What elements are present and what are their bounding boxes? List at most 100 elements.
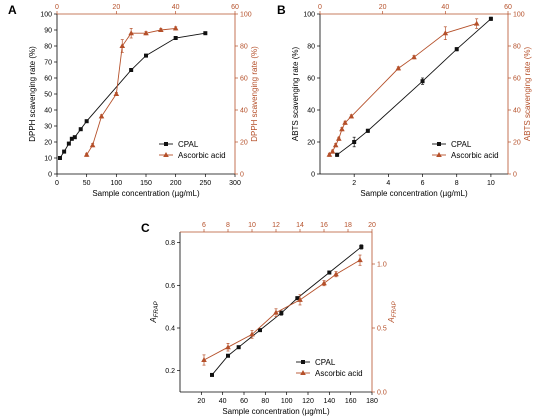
data-point: [295, 296, 300, 301]
x-tick-label: 150: [140, 180, 152, 187]
data-point: [172, 25, 179, 31]
data-point: [158, 27, 164, 32]
y-tick-label: 0: [48, 172, 52, 179]
x-tick-label: 4: [386, 180, 390, 187]
legend: CPAL Ascorbic acid: [432, 140, 499, 160]
y2-tick-label: 80: [240, 44, 248, 51]
series-line: [329, 23, 477, 156]
y-tick-label: 30: [44, 124, 52, 131]
data-point: [236, 345, 241, 350]
x-axis-label: Sample concentration (µg/mL): [360, 189, 468, 198]
data-point: [420, 79, 425, 84]
y-tick-label: 60: [307, 76, 315, 83]
data-point: [98, 113, 105, 119]
x-tick-label: 8: [455, 180, 459, 187]
data-point: [395, 65, 402, 71]
data-point: [129, 68, 134, 72]
y2-axis-label: DPPH scavenging rate (%): [250, 46, 259, 142]
x-axis-label: Sample concentration (µg/mL): [222, 407, 330, 416]
y-tick-label: 70: [44, 60, 52, 67]
data-point: [203, 31, 208, 36]
data-point: [336, 135, 342, 141]
x-tick-label: 300: [229, 180, 241, 187]
y-axis-label-main: A: [149, 317, 158, 323]
y-tick-label: 80: [44, 44, 52, 51]
x2-tick-label: 20: [379, 4, 387, 11]
x-tick-label: 250: [199, 180, 211, 187]
y2-tick-label: 100: [240, 12, 252, 19]
chart-panel-A: A0 50 100 150 200 250 300010203040506070809010…: [8, 3, 259, 198]
x-tick-label: 6: [421, 180, 425, 187]
legend-label: Ascorbic acid: [315, 369, 363, 378]
x2-tick-label: 14: [296, 222, 304, 229]
data-point: [488, 16, 493, 21]
x-tick-label: 40: [219, 398, 227, 405]
y-tick-label: 50: [44, 92, 52, 99]
data-point: [359, 244, 364, 249]
data-point: [69, 136, 74, 141]
legend-label: Ascorbic acid: [178, 151, 226, 160]
legend-marker: [164, 142, 168, 146]
x-tick-label: 160: [345, 398, 357, 405]
data-point: [339, 126, 345, 132]
x-tick-label: 100: [281, 398, 293, 405]
data-point: [333, 271, 339, 277]
x2-tick-label: 18: [344, 222, 352, 229]
data-point: [113, 91, 120, 96]
y2-tick-label: 80: [513, 44, 521, 51]
y2-axis-label-sub: FRAP: [392, 301, 398, 317]
y2-axis-label: ABTS scavenging rate (%): [523, 47, 532, 142]
panel-label: B: [277, 3, 286, 17]
series-cpal: [210, 244, 364, 377]
y-tick-label: 0: [311, 172, 315, 179]
legend-label: CPAL: [315, 358, 336, 367]
x2-tick-label: 60: [231, 4, 239, 11]
chart-panel-C: C 20 40 60 80 100 120 140 160 180 0.2 0.4 0.6 0.8 6 8 10…: [141, 221, 398, 416]
y2-tick-label: 0: [240, 172, 244, 179]
x-tick-label: 120: [302, 398, 314, 405]
x2-tick-label: 0: [55, 4, 59, 11]
x-tick-label: 200: [170, 180, 182, 187]
x-tick-label: 100: [110, 180, 122, 187]
x-axis-label: Sample concentration (µg/mL): [92, 189, 200, 198]
legend-marker: [301, 360, 305, 364]
series-ascorbic-acid: [201, 254, 363, 366]
y-axis-label-sub: FRAP: [154, 301, 160, 317]
data-point: [332, 142, 339, 148]
x-tick-label: 80: [261, 398, 269, 405]
data-point: [342, 119, 348, 125]
y-axis-label: ABTS scavenging rate (%): [291, 47, 300, 142]
y-tick-label: 40: [307, 108, 315, 115]
data-point: [66, 141, 71, 146]
series-cpal: [57, 31, 208, 160]
x2-tick-label: 16: [320, 222, 328, 229]
data-point: [411, 54, 417, 60]
data-point: [143, 30, 149, 36]
data-point: [89, 142, 96, 148]
data-point: [249, 331, 255, 337]
x-tick-label: 0: [55, 180, 59, 187]
x-tick-label: 140: [323, 398, 335, 405]
x2-tick-label: 0: [318, 4, 322, 11]
legend-label: Ascorbic acid: [451, 151, 499, 160]
y-tick-label: 100: [40, 12, 52, 19]
y2-tick-label: 0.0: [377, 390, 387, 397]
series-line: [211, 246, 362, 376]
y-tick-label: 0.4: [165, 326, 175, 333]
y2-tick-label: 20: [513, 140, 521, 147]
y2-tick-label: 0.5: [377, 326, 387, 333]
y-tick-label: 90: [44, 28, 52, 35]
data-point: [329, 148, 336, 154]
x2-tick-label: 40: [441, 4, 449, 11]
y2-tick-label: 60: [513, 76, 521, 83]
legend-marker: [437, 142, 441, 146]
data-point: [473, 20, 480, 26]
y-tick-label: 100: [303, 12, 315, 19]
x2-tick-label: 6: [202, 222, 206, 229]
data-point: [352, 140, 357, 144]
data-point: [210, 372, 214, 377]
x2-tick-label: 20: [112, 4, 120, 11]
data-point: [84, 119, 89, 124]
y2-tick-label: 100: [513, 12, 525, 19]
data-point: [57, 156, 62, 160]
